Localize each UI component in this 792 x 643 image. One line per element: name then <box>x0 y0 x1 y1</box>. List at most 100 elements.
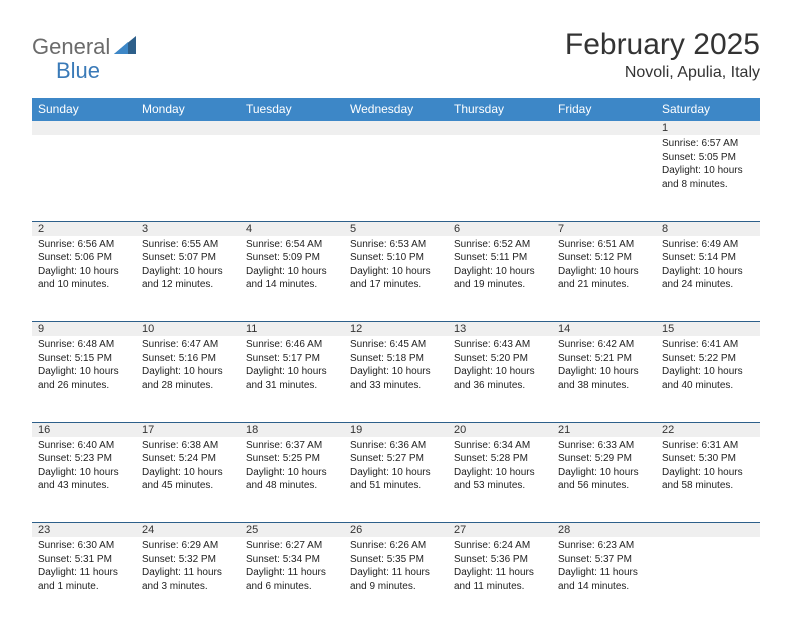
day-cell <box>552 135 656 221</box>
day-line: Daylight: 10 hours and 24 minutes. <box>662 265 754 292</box>
day-line: Daylight: 11 hours and 11 minutes. <box>454 566 546 593</box>
day-header: Wednesday <box>344 98 448 121</box>
day-line: Daylight: 10 hours and 40 minutes. <box>662 365 754 392</box>
calendar-head: SundayMondayTuesdayWednesdayThursdayFrid… <box>32 98 760 121</box>
day-content: Sunrise: 6:49 AMSunset: 5:14 PMDaylight:… <box>656 236 760 296</box>
day-number-cell: 6 <box>448 221 552 236</box>
day-number-cell: 17 <box>136 422 240 437</box>
day-line: Sunrise: 6:40 AM <box>38 439 130 453</box>
day-content: Sunrise: 6:55 AMSunset: 5:07 PMDaylight:… <box>136 236 240 296</box>
day-number-cell: 21 <box>552 422 656 437</box>
day-content: Sunrise: 6:57 AMSunset: 5:05 PMDaylight:… <box>656 135 760 195</box>
day-line: Daylight: 10 hours and 21 minutes. <box>558 265 650 292</box>
day-number: 4 <box>246 223 252 235</box>
day-line: Sunrise: 6:49 AM <box>662 238 754 252</box>
brand-logo: General <box>32 28 138 60</box>
day-number-cell: 1 <box>656 121 760 136</box>
day-cell: Sunrise: 6:55 AMSunset: 5:07 PMDaylight:… <box>136 236 240 322</box>
day-line: Sunset: 5:17 PM <box>246 352 338 366</box>
day-line: Daylight: 10 hours and 14 minutes. <box>246 265 338 292</box>
day-content: Sunrise: 6:48 AMSunset: 5:15 PMDaylight:… <box>32 336 136 396</box>
day-line: Daylight: 10 hours and 53 minutes. <box>454 466 546 493</box>
content-row: Sunrise: 6:57 AMSunset: 5:05 PMDaylight:… <box>32 135 760 221</box>
day-cell: Sunrise: 6:26 AMSunset: 5:35 PMDaylight:… <box>344 537 448 623</box>
day-number-cell: 11 <box>240 322 344 337</box>
day-line: Daylight: 10 hours and 51 minutes. <box>350 466 442 493</box>
day-line: Sunrise: 6:37 AM <box>246 439 338 453</box>
day-number: 14 <box>558 323 570 335</box>
day-number: 22 <box>662 424 674 436</box>
day-line: Sunrise: 6:27 AM <box>246 539 338 553</box>
day-line: Sunset: 5:37 PM <box>558 553 650 567</box>
day-line: Sunrise: 6:57 AM <box>662 137 754 151</box>
day-line: Sunrise: 6:46 AM <box>246 338 338 352</box>
day-line: Daylight: 10 hours and 58 minutes. <box>662 466 754 493</box>
day-number: 26 <box>350 524 362 536</box>
day-number-cell: 22 <box>656 422 760 437</box>
day-cell: Sunrise: 6:31 AMSunset: 5:30 PMDaylight:… <box>656 437 760 523</box>
day-number-cell: 27 <box>448 523 552 538</box>
day-number-cell: 5 <box>344 221 448 236</box>
content-row: Sunrise: 6:40 AMSunset: 5:23 PMDaylight:… <box>32 437 760 523</box>
day-cell: Sunrise: 6:34 AMSunset: 5:28 PMDaylight:… <box>448 437 552 523</box>
day-content: Sunrise: 6:42 AMSunset: 5:21 PMDaylight:… <box>552 336 656 396</box>
day-line: Sunset: 5:35 PM <box>350 553 442 567</box>
day-number: 16 <box>38 424 50 436</box>
day-line: Daylight: 10 hours and 43 minutes. <box>38 466 130 493</box>
day-number: 3 <box>142 223 148 235</box>
day-number-cell: 2 <box>32 221 136 236</box>
day-line: Sunrise: 6:26 AM <box>350 539 442 553</box>
daynum-row: 232425262728 <box>32 523 760 538</box>
day-cell: Sunrise: 6:38 AMSunset: 5:24 PMDaylight:… <box>136 437 240 523</box>
day-line: Sunrise: 6:23 AM <box>558 539 650 553</box>
day-line: Sunset: 5:23 PM <box>38 452 130 466</box>
day-number: 2 <box>38 223 44 235</box>
day-content: Sunrise: 6:56 AMSunset: 5:06 PMDaylight:… <box>32 236 136 296</box>
day-content: Sunrise: 6:36 AMSunset: 5:27 PMDaylight:… <box>344 437 448 497</box>
day-number: 24 <box>142 524 154 536</box>
content-row: Sunrise: 6:48 AMSunset: 5:15 PMDaylight:… <box>32 336 760 422</box>
day-line: Daylight: 10 hours and 28 minutes. <box>142 365 234 392</box>
day-line: Daylight: 11 hours and 1 minute. <box>38 566 130 593</box>
day-number-cell: 10 <box>136 322 240 337</box>
day-number: 11 <box>246 323 257 335</box>
day-line: Sunrise: 6:42 AM <box>558 338 650 352</box>
day-line: Sunset: 5:34 PM <box>246 553 338 567</box>
day-content: Sunrise: 6:30 AMSunset: 5:31 PMDaylight:… <box>32 537 136 597</box>
day-line: Daylight: 11 hours and 3 minutes. <box>142 566 234 593</box>
day-header: Friday <box>552 98 656 121</box>
day-cell: Sunrise: 6:48 AMSunset: 5:15 PMDaylight:… <box>32 336 136 422</box>
day-number: 5 <box>350 223 356 235</box>
day-line: Sunrise: 6:43 AM <box>454 338 546 352</box>
day-number-cell <box>240 121 344 136</box>
page-title: February 2025 <box>565 28 760 62</box>
day-line: Sunrise: 6:56 AM <box>38 238 130 252</box>
day-cell: Sunrise: 6:24 AMSunset: 5:36 PMDaylight:… <box>448 537 552 623</box>
day-header: Saturday <box>656 98 760 121</box>
day-line: Sunset: 5:32 PM <box>142 553 234 567</box>
day-line: Daylight: 11 hours and 14 minutes. <box>558 566 650 593</box>
day-content: Sunrise: 6:54 AMSunset: 5:09 PMDaylight:… <box>240 236 344 296</box>
day-number-cell: 19 <box>344 422 448 437</box>
day-number-cell: 12 <box>344 322 448 337</box>
day-line: Sunrise: 6:34 AM <box>454 439 546 453</box>
day-content: Sunrise: 6:41 AMSunset: 5:22 PMDaylight:… <box>656 336 760 396</box>
day-number-cell <box>344 121 448 136</box>
day-cell <box>656 537 760 623</box>
day-line: Sunrise: 6:51 AM <box>558 238 650 252</box>
title-block: February 2025 Novoli, Apulia, Italy <box>565 28 760 82</box>
day-line: Sunrise: 6:52 AM <box>454 238 546 252</box>
day-line: Daylight: 10 hours and 10 minutes. <box>38 265 130 292</box>
day-content: Sunrise: 6:31 AMSunset: 5:30 PMDaylight:… <box>656 437 760 497</box>
day-cell: Sunrise: 6:36 AMSunset: 5:27 PMDaylight:… <box>344 437 448 523</box>
day-number: 25 <box>246 524 258 536</box>
day-content: Sunrise: 6:34 AMSunset: 5:28 PMDaylight:… <box>448 437 552 497</box>
day-number: 28 <box>558 524 570 536</box>
day-line: Daylight: 10 hours and 38 minutes. <box>558 365 650 392</box>
day-number: 21 <box>558 424 570 436</box>
day-cell: Sunrise: 6:33 AMSunset: 5:29 PMDaylight:… <box>552 437 656 523</box>
day-cell: Sunrise: 6:49 AMSunset: 5:14 PMDaylight:… <box>656 236 760 322</box>
day-number-cell: 7 <box>552 221 656 236</box>
day-cell: Sunrise: 6:37 AMSunset: 5:25 PMDaylight:… <box>240 437 344 523</box>
day-cell: Sunrise: 6:51 AMSunset: 5:12 PMDaylight:… <box>552 236 656 322</box>
